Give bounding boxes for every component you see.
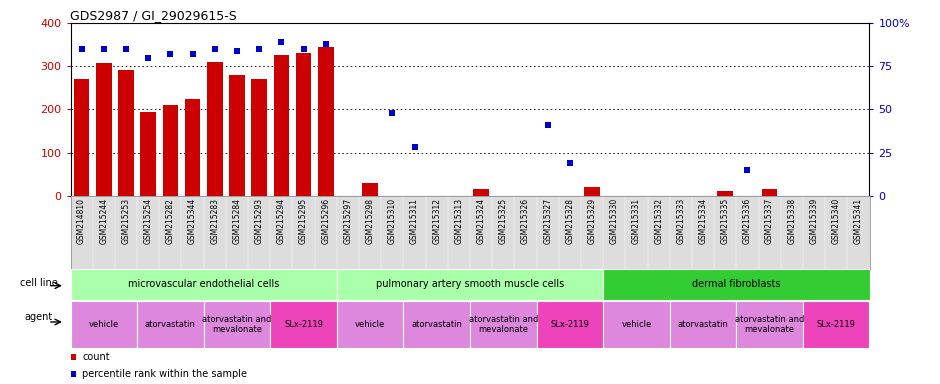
Bar: [74, 79, 89, 196]
Bar: [717, 191, 733, 196]
Text: count: count: [83, 352, 110, 362]
Text: GSM215340: GSM215340: [832, 198, 840, 244]
Bar: [337, 301, 403, 348]
Bar: [603, 301, 670, 348]
Text: GSM215312: GSM215312: [432, 198, 441, 244]
Text: cell line: cell line: [20, 278, 57, 288]
Text: GSM215335: GSM215335: [721, 198, 729, 244]
Text: GSM215294: GSM215294: [277, 198, 286, 244]
Text: GSM215298: GSM215298: [366, 198, 375, 244]
Text: GSM214810: GSM214810: [77, 198, 86, 244]
Text: GSM215338: GSM215338: [788, 198, 796, 244]
Text: GSM215326: GSM215326: [521, 198, 530, 244]
Text: GSM215253: GSM215253: [121, 198, 131, 244]
Bar: [70, 301, 137, 348]
Bar: [474, 189, 489, 196]
Text: SLx-2119: SLx-2119: [284, 320, 323, 329]
Text: GSM215284: GSM215284: [232, 198, 242, 244]
Text: GSM215330: GSM215330: [610, 198, 619, 244]
Text: GSM215333: GSM215333: [677, 198, 685, 244]
Bar: [337, 269, 603, 300]
Text: GSM215337: GSM215337: [765, 198, 775, 244]
Text: GSM215344: GSM215344: [188, 198, 197, 244]
Text: pulmonary artery smooth muscle cells: pulmonary artery smooth muscle cells: [376, 279, 564, 289]
Text: GSM215328: GSM215328: [565, 198, 574, 244]
Bar: [204, 301, 271, 348]
Bar: [163, 105, 179, 196]
Bar: [251, 79, 267, 196]
Text: atorvastatin and
mevalonate: atorvastatin and mevalonate: [735, 315, 805, 334]
Bar: [761, 189, 777, 196]
Text: atorvastatin: atorvastatin: [145, 320, 196, 329]
Bar: [403, 301, 470, 348]
Text: GSM215244: GSM215244: [100, 198, 108, 244]
Text: GSM215295: GSM215295: [299, 198, 308, 244]
Bar: [137, 301, 204, 348]
Text: percentile rank within the sample: percentile rank within the sample: [83, 369, 247, 379]
Text: GSM215334: GSM215334: [698, 198, 708, 244]
Text: vehicle: vehicle: [621, 320, 651, 329]
Text: atorvastatin and
mevalonate: atorvastatin and mevalonate: [202, 315, 272, 334]
Bar: [140, 112, 156, 196]
Text: GSM215283: GSM215283: [211, 198, 219, 244]
Bar: [585, 187, 600, 196]
Bar: [207, 62, 223, 196]
Text: SLx-2119: SLx-2119: [551, 320, 589, 329]
Text: microvascular endothelial cells: microvascular endothelial cells: [128, 279, 279, 289]
Text: atorvastatin: atorvastatin: [678, 320, 728, 329]
Text: GSM215293: GSM215293: [255, 198, 263, 244]
Text: GSM215310: GSM215310: [388, 198, 397, 244]
Text: GSM215325: GSM215325: [499, 198, 508, 244]
Text: atorvastatin: atorvastatin: [412, 320, 462, 329]
Text: GSM215336: GSM215336: [743, 198, 752, 244]
Text: atorvastatin and
mevalonate: atorvastatin and mevalonate: [469, 315, 538, 334]
Bar: [803, 301, 870, 348]
Bar: [296, 53, 311, 196]
Text: GSM215282: GSM215282: [165, 198, 175, 244]
Text: SLx-2119: SLx-2119: [817, 320, 855, 329]
Bar: [603, 269, 870, 300]
Bar: [669, 301, 736, 348]
Text: GSM215341: GSM215341: [854, 198, 863, 244]
Text: GSM215331: GSM215331: [632, 198, 641, 244]
Text: GSM215311: GSM215311: [410, 198, 419, 244]
Bar: [736, 301, 803, 348]
Bar: [318, 47, 334, 196]
Text: GSM215324: GSM215324: [477, 198, 486, 244]
Text: GSM215296: GSM215296: [321, 198, 330, 244]
Text: dermal fibroblasts: dermal fibroblasts: [692, 279, 780, 289]
Bar: [96, 63, 112, 196]
Bar: [70, 269, 337, 300]
Text: vehicle: vehicle: [355, 320, 385, 329]
Text: GSM215329: GSM215329: [588, 198, 597, 244]
Bar: [274, 55, 290, 196]
Bar: [537, 301, 603, 348]
Bar: [362, 183, 378, 196]
Bar: [229, 75, 244, 196]
Text: vehicle: vehicle: [88, 320, 119, 329]
Bar: [271, 301, 337, 348]
Text: GSM215339: GSM215339: [809, 198, 819, 244]
Text: GSM215327: GSM215327: [543, 198, 552, 244]
Text: GSM215297: GSM215297: [343, 198, 352, 244]
Text: GDS2987 / GI_29029615-S: GDS2987 / GI_29029615-S: [70, 9, 237, 22]
Text: GSM215332: GSM215332: [654, 198, 663, 244]
Bar: [118, 70, 133, 196]
Text: GSM215313: GSM215313: [454, 198, 463, 244]
Bar: [185, 99, 200, 196]
Bar: [470, 301, 537, 348]
Text: GSM215254: GSM215254: [144, 198, 152, 244]
Text: agent: agent: [24, 312, 53, 322]
